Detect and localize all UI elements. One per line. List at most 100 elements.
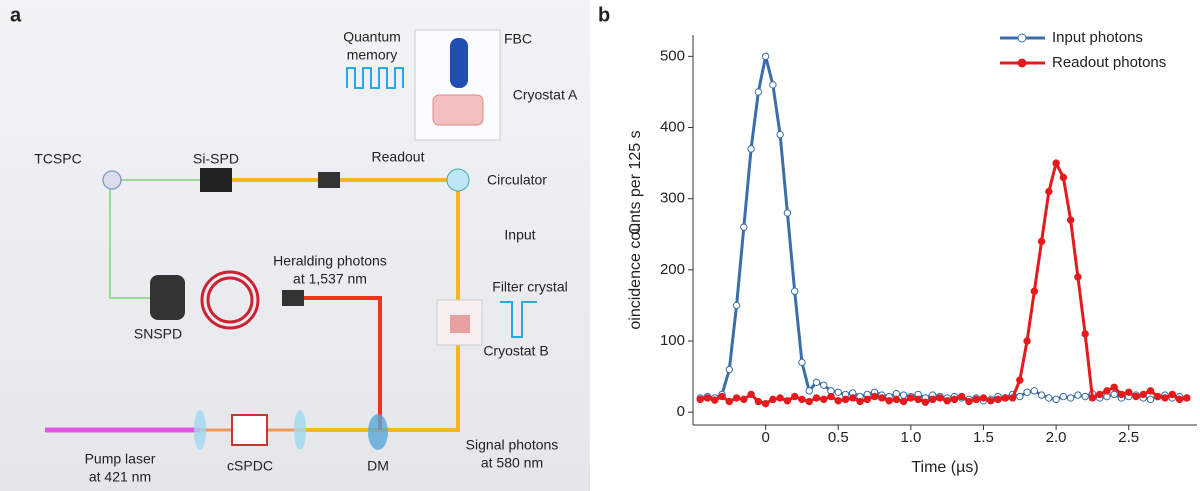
- series-line: [699, 55, 1188, 403]
- y-tick-label: 400: [660, 118, 685, 135]
- label: Circulator: [487, 172, 547, 188]
- y-axis-label: Coincidence counts per 125 s: [627, 130, 644, 329]
- data-point: [1168, 390, 1177, 399]
- data-point: [805, 387, 813, 395]
- label: DM: [367, 458, 389, 474]
- data-point: [1088, 394, 1097, 402]
- data-point: [754, 397, 763, 406]
- data-point: [711, 396, 719, 404]
- data-point: [769, 81, 777, 89]
- data-point: [776, 130, 784, 139]
- data-point: [994, 395, 1002, 404]
- panel-label: b: [598, 4, 610, 26]
- data-point: [841, 395, 850, 404]
- legend-label: Readout photons: [1052, 54, 1166, 71]
- data-point: [856, 397, 864, 406]
- data-point: [783, 209, 792, 217]
- data-point: [761, 52, 770, 61]
- y-tick-label: 0: [677, 403, 685, 420]
- data-point: [820, 381, 828, 389]
- x-tick-label: 1.5: [973, 429, 994, 446]
- data-point: [958, 392, 966, 401]
- label: Heralding photons: [273, 253, 387, 269]
- data-point: [1139, 390, 1147, 399]
- data-point: [1146, 395, 1155, 404]
- data-point: [798, 358, 806, 367]
- data-point: [987, 397, 995, 405]
- data-point: [1045, 187, 1053, 196]
- data-point: [1037, 237, 1046, 246]
- label: at 421 nm: [89, 469, 151, 485]
- data-point: [1146, 387, 1155, 395]
- data-point: [1103, 387, 1111, 395]
- data-point: [820, 395, 828, 404]
- data-point: [892, 395, 901, 404]
- data-point: [740, 223, 748, 231]
- label: Si-SPD: [193, 151, 239, 167]
- label: SNSPD: [134, 326, 182, 342]
- label: Cryostat A: [513, 87, 578, 103]
- data-point: [870, 392, 879, 401]
- legend-marker: [1017, 33, 1027, 43]
- label: cSPDC: [227, 458, 273, 474]
- data-point: [827, 392, 835, 401]
- data-point: [1125, 388, 1133, 396]
- label: at 1,537 nm: [293, 271, 367, 287]
- diagram-background: [0, 0, 590, 491]
- y-tick-label: 100: [660, 332, 685, 349]
- data-point: [1030, 287, 1039, 295]
- data-point: [812, 378, 821, 386]
- data-point: [798, 395, 806, 404]
- data-point: [732, 301, 741, 310]
- data-point: [1023, 337, 1031, 345]
- data-point: [812, 394, 821, 402]
- data-point: [1001, 394, 1009, 402]
- label: Cryostat B: [483, 343, 548, 359]
- components: [102, 29, 537, 450]
- data-point: [1095, 390, 1104, 399]
- label: Quantum: [343, 29, 401, 45]
- data-point: [943, 397, 951, 405]
- data-point: [907, 394, 915, 402]
- data-point: [761, 399, 770, 408]
- data-point: [1059, 392, 1068, 401]
- data-point: [783, 397, 792, 405]
- data-point: [1037, 391, 1046, 399]
- data-point: [1081, 330, 1089, 338]
- data-point: [965, 397, 973, 406]
- data-point: [1081, 392, 1089, 401]
- data-point: [718, 392, 726, 401]
- data-point: [747, 390, 755, 399]
- data-point: [790, 287, 799, 295]
- data-point: [725, 397, 734, 406]
- data-point: [1161, 394, 1169, 402]
- data-point: [972, 395, 980, 404]
- data-point: [950, 395, 959, 404]
- label: at 580 nm: [481, 455, 543, 471]
- data-point: [1023, 388, 1031, 396]
- data-point: [921, 398, 930, 406]
- x-tick-label: 0.5: [828, 429, 849, 446]
- label: memory: [347, 47, 398, 63]
- data-point: [754, 88, 763, 96]
- label: Filter crystal: [492, 279, 567, 295]
- data-point: [1052, 395, 1060, 404]
- data-point: [1059, 173, 1068, 182]
- data-point: [696, 395, 704, 404]
- data-point: [834, 388, 842, 396]
- data-point: [1030, 387, 1039, 395]
- data-point: [1052, 159, 1060, 167]
- data-point: [885, 397, 893, 405]
- x-tick-label: 2.5: [1118, 429, 1139, 446]
- x-axis-label: Time (µs): [911, 459, 978, 476]
- data-point: [1154, 392, 1162, 401]
- data-point: [769, 395, 777, 404]
- data-point: [899, 391, 908, 399]
- data-point: [1110, 390, 1118, 399]
- data-point: [928, 395, 937, 404]
- x-tick-label: 0: [761, 429, 769, 446]
- data-point: [1183, 394, 1191, 402]
- label: FBC: [504, 31, 532, 47]
